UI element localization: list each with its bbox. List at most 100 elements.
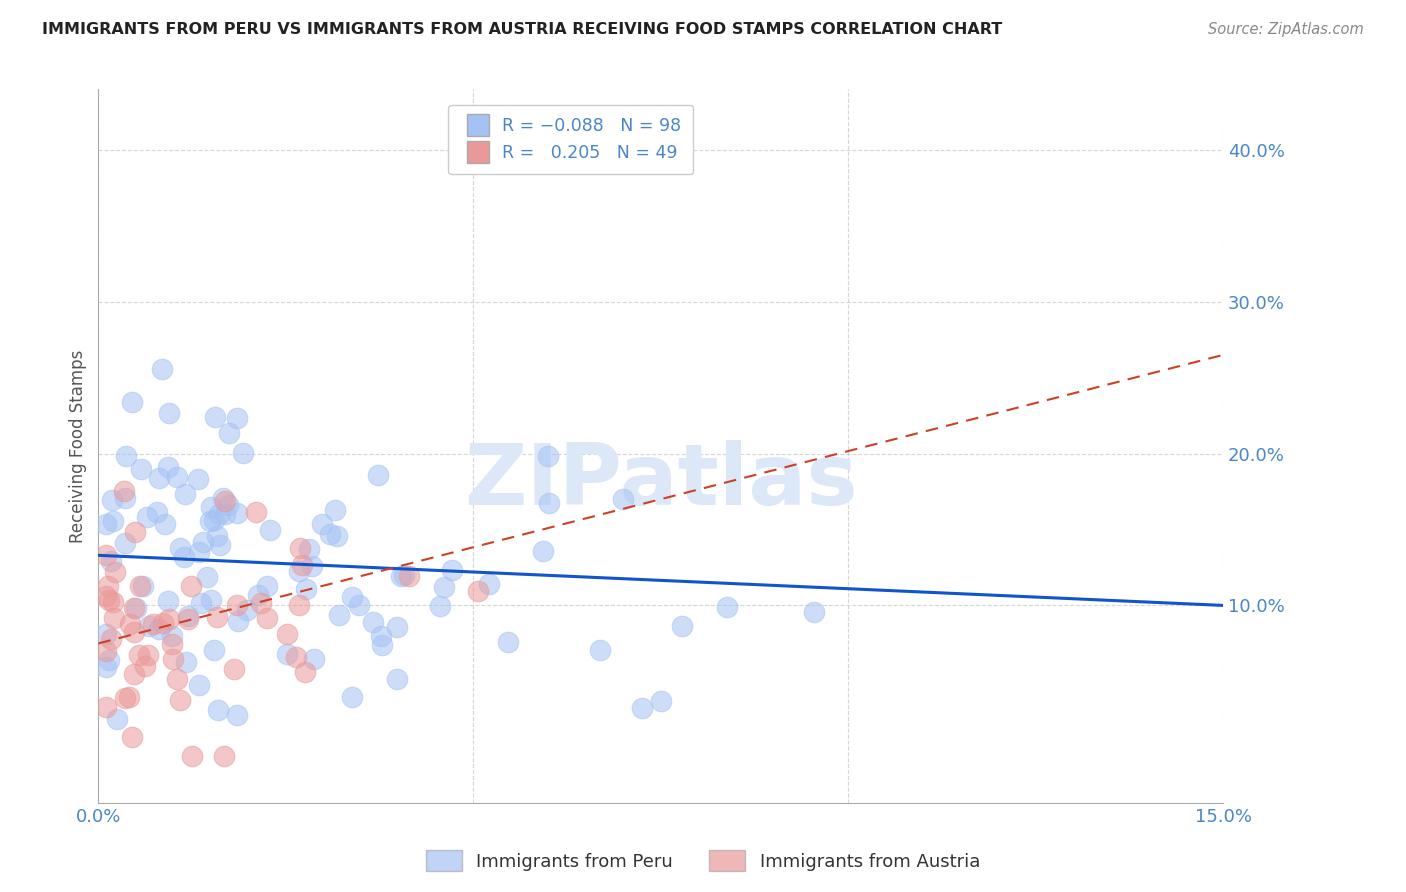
Point — [101, 493, 124, 508]
Point — [276, 626, 298, 640]
Point — [129, 579, 152, 593]
Point — [180, 579, 202, 593]
Point — [367, 467, 389, 482]
Point — [202, 643, 225, 657]
Point — [150, 362, 173, 376]
Point — [226, 614, 249, 628]
Point — [389, 569, 412, 583]
Point — [118, 690, 141, 704]
Point — [370, 629, 392, 643]
Point — [256, 611, 278, 625]
Point — [226, 506, 249, 520]
Point — [290, 558, 312, 572]
Point — [162, 651, 184, 665]
Point — [121, 394, 143, 409]
Point — [301, 558, 323, 573]
Point — [166, 672, 188, 686]
Point — [246, 588, 269, 602]
Point — [94, 548, 117, 562]
Point — [121, 730, 143, 744]
Point — [136, 509, 159, 524]
Point — [236, 602, 259, 616]
Point — [190, 596, 212, 610]
Point — [311, 516, 333, 531]
Point — [195, 569, 218, 583]
Point — [94, 660, 117, 674]
Point — [97, 579, 120, 593]
Point — [496, 634, 519, 648]
Point — [187, 545, 209, 559]
Point — [114, 690, 136, 705]
Legend: Immigrants from Peru, Immigrants from Austria: Immigrants from Peru, Immigrants from Au… — [419, 843, 987, 879]
Point — [142, 616, 165, 631]
Point — [148, 471, 170, 485]
Point — [100, 553, 122, 567]
Point — [328, 608, 350, 623]
Point — [100, 632, 122, 647]
Point — [209, 539, 232, 553]
Point — [214, 507, 236, 521]
Point — [340, 590, 363, 604]
Point — [232, 446, 254, 460]
Point — [157, 405, 180, 419]
Point — [290, 541, 312, 555]
Point — [208, 507, 231, 521]
Text: IMMIGRANTS FROM PERU VS IMMIGRANTS FROM AUSTRIA RECEIVING FOOD STAMPS CORRELATIO: IMMIGRANTS FROM PERU VS IMMIGRANTS FROM … — [42, 22, 1002, 37]
Point — [177, 608, 200, 623]
Legend: R = −0.088   N = 98, R =   0.205   N = 49: R = −0.088 N = 98, R = 0.205 N = 49 — [449, 105, 693, 174]
Point — [249, 595, 271, 609]
Point — [398, 569, 420, 583]
Point — [218, 426, 240, 441]
Point — [96, 627, 118, 641]
Point — [214, 493, 236, 508]
Point — [716, 599, 738, 614]
Point — [138, 619, 160, 633]
Point — [467, 584, 489, 599]
Point — [187, 472, 209, 486]
Point — [114, 536, 136, 550]
Point — [256, 579, 278, 593]
Point — [371, 638, 394, 652]
Point — [148, 622, 170, 636]
Point — [146, 505, 169, 519]
Point — [166, 470, 188, 484]
Point — [226, 707, 249, 722]
Point — [671, 618, 693, 632]
Point — [198, 514, 221, 528]
Point — [429, 599, 451, 614]
Point — [131, 462, 153, 476]
Point — [288, 598, 311, 612]
Point — [531, 544, 554, 558]
Point — [650, 694, 672, 708]
Point — [285, 650, 308, 665]
Point — [200, 592, 222, 607]
Point — [298, 541, 321, 556]
Point — [276, 647, 298, 661]
Point — [200, 500, 222, 515]
Point — [136, 648, 159, 662]
Point — [169, 541, 191, 555]
Point — [114, 491, 136, 506]
Point — [205, 528, 228, 542]
Point — [94, 643, 117, 657]
Point — [631, 701, 654, 715]
Point — [122, 667, 145, 681]
Point — [101, 594, 124, 608]
Text: ZIPatlas: ZIPatlas — [464, 440, 858, 524]
Point — [94, 517, 117, 532]
Point — [288, 564, 311, 578]
Point — [115, 449, 138, 463]
Point — [104, 566, 127, 580]
Point — [222, 662, 245, 676]
Point — [155, 516, 177, 531]
Point — [214, 748, 236, 763]
Point — [205, 609, 228, 624]
Point — [156, 594, 179, 608]
Point — [176, 612, 198, 626]
Point — [160, 629, 183, 643]
Point — [125, 601, 148, 615]
Point — [132, 579, 155, 593]
Point — [173, 550, 195, 565]
Point — [478, 576, 501, 591]
Point — [325, 529, 347, 543]
